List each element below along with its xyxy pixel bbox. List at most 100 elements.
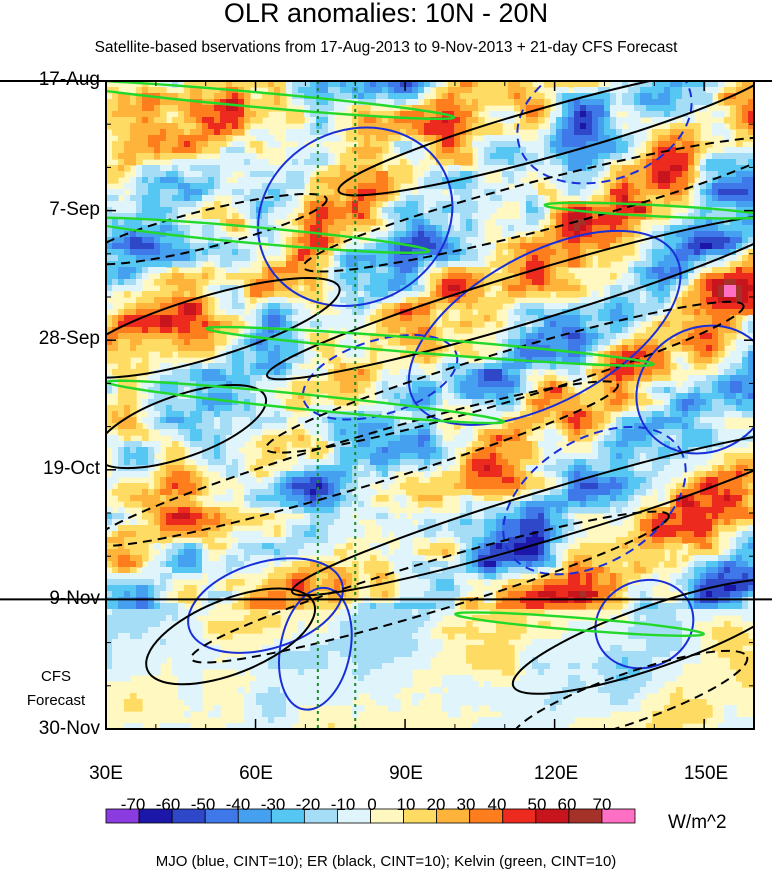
olr-cell [406, 237, 413, 244]
olr-cell [586, 243, 593, 250]
olr-cell [448, 153, 455, 160]
olr-cell [382, 183, 389, 190]
olr-cell [544, 135, 551, 142]
olr-cell [556, 309, 563, 316]
olr-cell [718, 285, 725, 292]
olr-cell [628, 399, 635, 406]
olr-cell [466, 255, 473, 262]
olr-cell [448, 357, 455, 364]
olr-cell [286, 147, 293, 154]
olr-cell [274, 87, 281, 94]
olr-cell [346, 231, 353, 238]
olr-cell [526, 351, 533, 358]
olr-cell [232, 369, 239, 376]
olr-cell [520, 237, 527, 244]
olr-cell [688, 213, 695, 220]
olr-cell [646, 249, 653, 256]
olr-cell [592, 201, 599, 208]
olr-cell [598, 255, 605, 262]
olr-cell [166, 363, 173, 370]
olr-cell [316, 225, 323, 232]
olr-cell [598, 135, 605, 142]
olr-cell [628, 213, 635, 220]
olr-cell [124, 99, 131, 106]
olr-cell [700, 327, 707, 334]
olr-cell [244, 357, 251, 364]
olr-cell [724, 159, 731, 166]
olr-cell [580, 135, 587, 142]
olr-cell [634, 321, 641, 328]
olr-cell [160, 303, 167, 310]
olr-cell [220, 147, 227, 154]
olr-cell [616, 93, 623, 100]
olr-cell [640, 183, 647, 190]
olr-cell [592, 111, 599, 118]
olr-cell [328, 357, 335, 364]
olr-cell [490, 201, 497, 208]
olr-cell [316, 177, 323, 184]
olr-cell [208, 183, 215, 190]
olr-cell [364, 177, 371, 184]
olr-cell [382, 99, 389, 106]
olr-cell [232, 117, 239, 124]
olr-cell [274, 249, 281, 256]
olr-cell [250, 351, 257, 358]
olr-cell [730, 291, 737, 298]
olr-cell [286, 303, 293, 310]
olr-cell [430, 237, 437, 244]
olr-cell [724, 375, 731, 382]
olr-cell [736, 243, 743, 250]
olr-cell [622, 237, 629, 244]
olr-cell [502, 183, 509, 190]
olr-cell [460, 237, 467, 244]
olr-cell [580, 165, 587, 172]
olr-cell [646, 165, 653, 172]
olr-cell [568, 81, 575, 88]
olr-cell [226, 393, 233, 400]
olr-cell [502, 387, 509, 394]
olr-cell [592, 243, 599, 250]
olr-cell [256, 369, 263, 376]
olr-cell [718, 345, 725, 352]
olr-cell [556, 327, 563, 334]
olr-cell [424, 339, 431, 346]
olr-cell [706, 165, 713, 172]
olr-cell [688, 147, 695, 154]
olr-cell [334, 195, 341, 202]
olr-cell [724, 315, 731, 322]
olr-cell [154, 291, 161, 298]
olr-cell [466, 291, 473, 298]
olr-cell [226, 363, 233, 370]
olr-cell [310, 189, 317, 196]
olr-cell [232, 255, 239, 262]
olr-cell [142, 129, 149, 136]
olr-cell [466, 213, 473, 220]
olr-cell [478, 279, 485, 286]
olr-cell [142, 267, 149, 274]
olr-cell [538, 399, 545, 406]
olr-cell [316, 117, 323, 124]
olr-cell [562, 369, 569, 376]
olr-cell [640, 243, 647, 250]
olr-cell [370, 267, 377, 274]
olr-cell [550, 171, 557, 178]
olr-cell [574, 165, 581, 172]
olr-cell [694, 129, 701, 136]
olr-cell [430, 261, 437, 268]
olr-cell [274, 195, 281, 202]
olr-cell [226, 297, 233, 304]
olr-cell [244, 93, 251, 100]
olr-cell [124, 273, 131, 280]
olr-cell [112, 177, 119, 184]
olr-cell [712, 261, 719, 268]
olr-cell [376, 291, 383, 298]
olr-cell [400, 351, 407, 358]
olr-cell [136, 117, 143, 124]
olr-cell [328, 381, 335, 388]
olr-cell [172, 243, 179, 250]
olr-cell [646, 387, 653, 394]
olr-cell [244, 237, 251, 244]
olr-cell [664, 225, 671, 232]
olr-cell [454, 105, 461, 112]
olr-cell [328, 93, 335, 100]
